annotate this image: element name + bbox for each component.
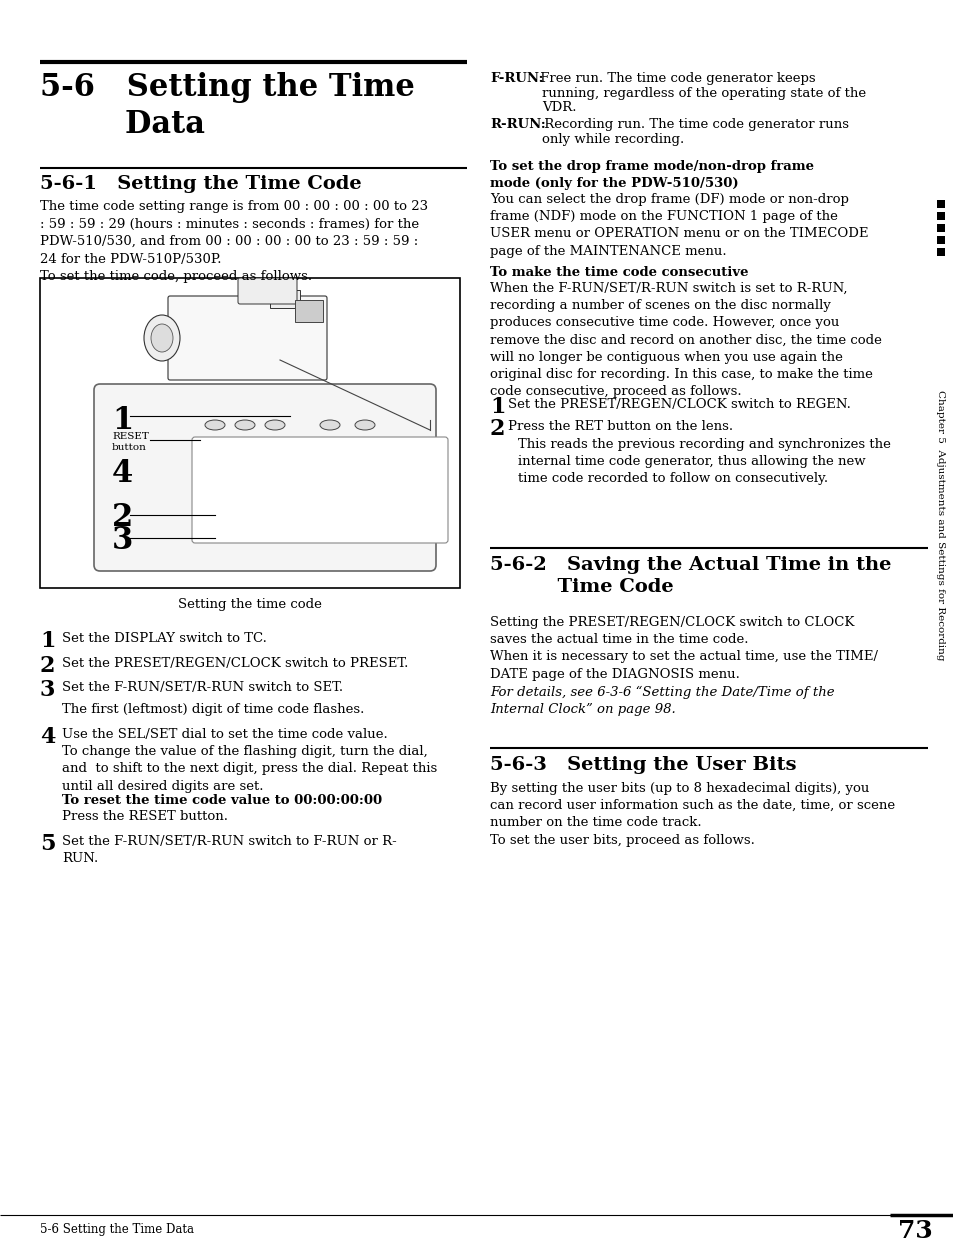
- Ellipse shape: [205, 420, 225, 430]
- Ellipse shape: [319, 420, 339, 430]
- Text: 4: 4: [112, 458, 133, 489]
- Bar: [936, 200, 944, 208]
- Text: For details, see 6-3-6 “Setting the Date/Time of the
Internal Clock” on page 98.: For details, see 6-3-6 “Setting the Date…: [490, 685, 834, 717]
- FancyBboxPatch shape: [168, 296, 327, 379]
- Text: This reads the previous recording and synchronizes the
internal time code genera: This reads the previous recording and sy…: [517, 438, 890, 485]
- Text: To make the time code consecutive: To make the time code consecutive: [490, 266, 748, 279]
- Bar: [294, 300, 323, 322]
- Text: 3: 3: [40, 679, 55, 702]
- Text: 5-6-3   Setting the User Bits: 5-6-3 Setting the User Bits: [490, 756, 796, 774]
- FancyBboxPatch shape: [94, 384, 436, 571]
- Text: button: button: [112, 443, 147, 452]
- Text: Setting the time code: Setting the time code: [178, 598, 321, 611]
- Bar: [936, 236, 944, 244]
- Ellipse shape: [234, 420, 254, 430]
- Text: Recording run. The time code generator runs: Recording run. The time code generator r…: [539, 118, 848, 131]
- Bar: [936, 211, 944, 220]
- Text: Set the F-RUN/SET/R-RUN switch to SET.: Set the F-RUN/SET/R-RUN switch to SET.: [62, 680, 343, 694]
- Text: By setting the user bits (up to 8 hexadecimal digits), you
can record user infor: By setting the user bits (up to 8 hexade…: [490, 782, 894, 847]
- Ellipse shape: [355, 420, 375, 430]
- Text: 2: 2: [40, 654, 55, 677]
- Text: The time code setting range is from 00 : 00 : 00 : 00 to 23
: 59 : 59 : 29 (hour: The time code setting range is from 00 :…: [40, 200, 428, 282]
- Ellipse shape: [151, 323, 172, 352]
- Ellipse shape: [144, 315, 180, 361]
- Text: Press the RET button on the lens.: Press the RET button on the lens.: [507, 420, 732, 433]
- FancyBboxPatch shape: [192, 437, 448, 542]
- Text: When the F-RUN/SET/R-RUN switch is set to R-RUN,
recording a number of scenes on: When the F-RUN/SET/R-RUN switch is set t…: [490, 282, 881, 398]
- Text: 2: 2: [490, 418, 505, 440]
- Text: Press the RESET button.: Press the RESET button.: [62, 811, 228, 824]
- Bar: [270, 290, 299, 309]
- Text: running, regardless of the operating state of the: running, regardless of the operating sta…: [541, 87, 865, 100]
- Text: Set the F-RUN/SET/R-RUN switch to F-RUN or R-
RUN.: Set the F-RUN/SET/R-RUN switch to F-RUN …: [62, 835, 396, 865]
- Text: 2: 2: [112, 503, 133, 532]
- Bar: [40, 277, 459, 588]
- Text: 3: 3: [112, 525, 133, 556]
- Text: RESET: RESET: [112, 432, 149, 442]
- FancyBboxPatch shape: [237, 277, 296, 304]
- Text: Set the PRESET/REGEN/CLOCK switch to REGEN.: Set the PRESET/REGEN/CLOCK switch to REG…: [507, 398, 850, 411]
- Ellipse shape: [265, 420, 285, 430]
- Text: VDR.: VDR.: [541, 101, 576, 114]
- Text: 5-6-2   Saving the Actual Time in the
          Time Code: 5-6-2 Saving the Actual Time in the Time…: [490, 556, 890, 596]
- Text: To reset the time code value to 00:00:00:00: To reset the time code value to 00:00:00…: [62, 794, 382, 807]
- Text: To set the drop frame mode/non-drop frame
mode (only for the PDW-510/530): To set the drop frame mode/non-drop fram…: [490, 160, 813, 190]
- Text: Use the SEL/SET dial to set the time code value.
To change the value of the flas: Use the SEL/SET dial to set the time cod…: [62, 728, 436, 792]
- Text: Chapter 5  Adjustments and Settings for Recording: Chapter 5 Adjustments and Settings for R…: [936, 389, 944, 661]
- Text: 73: 73: [897, 1219, 931, 1243]
- Text: 1: 1: [112, 406, 133, 435]
- Text: R-RUN:: R-RUN:: [490, 118, 545, 131]
- Text: You can select the drop frame (DF) mode or non-drop
frame (NDF) mode on the FUNC: You can select the drop frame (DF) mode …: [490, 193, 867, 258]
- Text: Setting the PRESET/REGEN/CLOCK switch to CLOCK
saves the actual time in the time: Setting the PRESET/REGEN/CLOCK switch to…: [490, 616, 877, 680]
- Text: 4: 4: [40, 726, 55, 748]
- Text: Free run. The time code generator keeps: Free run. The time code generator keeps: [536, 72, 815, 85]
- Bar: [936, 248, 944, 256]
- Bar: [936, 224, 944, 231]
- Text: 1: 1: [40, 629, 55, 652]
- Text: Set the PRESET/REGEN/CLOCK switch to PRESET.: Set the PRESET/REGEN/CLOCK switch to PRE…: [62, 657, 408, 669]
- Text: 5-6-1   Setting the Time Code: 5-6-1 Setting the Time Code: [40, 175, 361, 193]
- Text: 5-6   Setting the Time
        Data: 5-6 Setting the Time Data: [40, 72, 415, 141]
- Text: Set the DISPLAY switch to TC.: Set the DISPLAY switch to TC.: [62, 632, 267, 644]
- Text: 5-6 Setting the Time Data: 5-6 Setting the Time Data: [40, 1223, 193, 1237]
- Text: 1: 1: [490, 396, 505, 418]
- Text: F-RUN:: F-RUN:: [490, 72, 543, 85]
- Text: 5: 5: [40, 833, 55, 855]
- Text: only while recording.: only while recording.: [541, 133, 683, 146]
- Text: The first (leftmost) digit of time code flashes.: The first (leftmost) digit of time code …: [62, 704, 364, 717]
